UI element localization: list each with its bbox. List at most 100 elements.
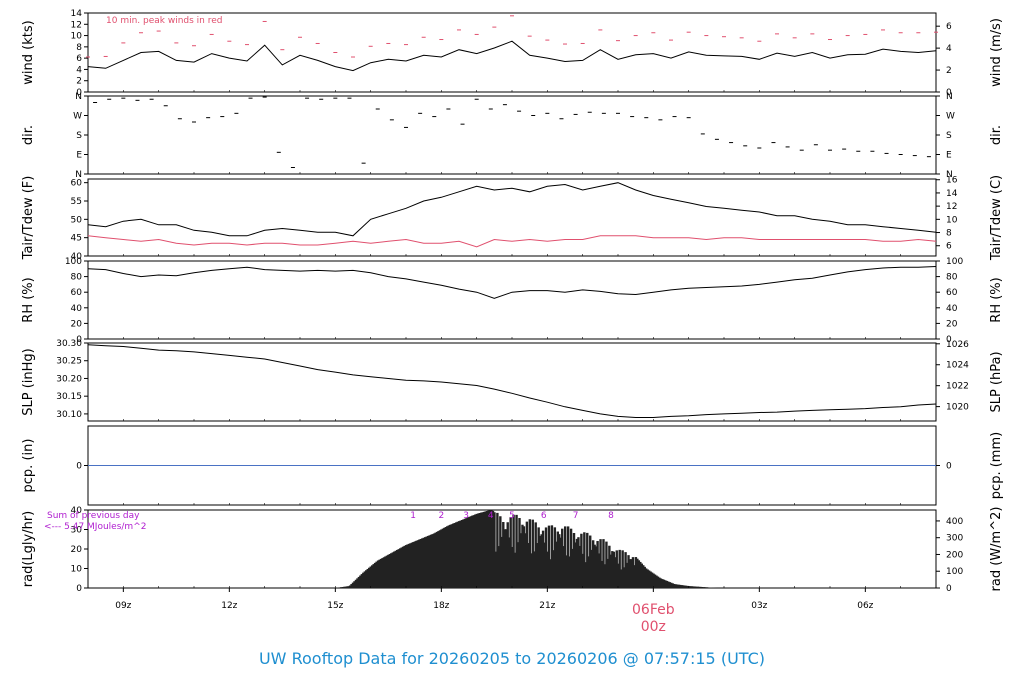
rad-ytick2-label: 300 xyxy=(946,534,963,544)
rh-series-line xyxy=(87,266,937,299)
dir-ytick2-label: N xyxy=(946,92,953,102)
rad-hour-marker: 8 xyxy=(608,511,614,521)
slp-ytick2-label: 1020 xyxy=(946,403,969,413)
wind-ytick-label: 0 xyxy=(76,88,82,98)
wind-series-line xyxy=(87,40,937,72)
slp-panel-frame xyxy=(87,342,937,422)
wind-ytick2-label: 0 xyxy=(946,88,952,98)
day-hour-label: 00z xyxy=(641,619,666,635)
rh-panel-frame xyxy=(87,260,937,340)
rh-ytick2-label: 100 xyxy=(946,257,963,267)
time-tick-label: 03z xyxy=(751,601,767,611)
temp-ytick2-label: 14 xyxy=(946,189,958,199)
rad-hour-marker: 2 xyxy=(438,511,444,521)
time-tick-label: 09z xyxy=(115,601,131,611)
rh-ytick2-label: 60 xyxy=(946,288,958,298)
rh-ytick2-label: 20 xyxy=(946,319,958,329)
wind-ytick2-label: 4 xyxy=(946,44,952,54)
pcp-ytick-label: 0 xyxy=(76,462,82,472)
temp-ytick-label: 55 xyxy=(71,197,82,207)
temp-ytick2-label: 12 xyxy=(946,202,957,212)
slp-ytick2-label: 1026 xyxy=(946,340,969,350)
wind-annotation: 10 min. peak winds in red xyxy=(106,16,223,26)
slp-ylabel-left: SLP (inHg) xyxy=(21,348,36,416)
rad-ytick-label: 0 xyxy=(76,584,82,594)
temp-ytick2-label: 16 xyxy=(946,176,958,186)
rad-ytick-label: 40 xyxy=(71,506,83,516)
dir-ytick-label: W xyxy=(73,112,82,122)
footer-title: UW Rooftop Data for 20260205 to 20260206… xyxy=(259,649,765,668)
temp-dew-series-line xyxy=(87,235,937,248)
rad-ylabel-right: rad (W/m^2) xyxy=(989,507,1004,592)
wind-ytick2-label: 6 xyxy=(946,22,952,32)
dir-ytick2-label: W xyxy=(946,112,955,122)
temp-ytick2-label: 8 xyxy=(946,229,952,239)
dir-ytick2-label: E xyxy=(946,151,952,161)
temp-ytick-label: 45 xyxy=(71,234,82,244)
wind-ytick2-label: 2 xyxy=(946,66,952,76)
time-tick-label: 21z xyxy=(539,601,555,611)
wind-ytick-label: 6 xyxy=(76,54,82,64)
rh-ylabel-right: RH (%) xyxy=(989,277,1004,322)
wind-ylabel-left: wind (kts) xyxy=(21,20,36,84)
rad-hour-marker: 4 xyxy=(488,511,494,521)
temp-ytick2-label: 6 xyxy=(946,242,952,252)
rad-ytick2-label: 200 xyxy=(946,550,963,560)
temp-ylabel-left: Tair/Tdew (F) xyxy=(21,176,36,261)
rad-ytick2-label: 0 xyxy=(946,584,952,594)
wind-ytick-label: 12 xyxy=(71,20,82,30)
rh-ytick2-label: 0 xyxy=(946,335,952,345)
slp-ytick-label: 30.25 xyxy=(56,357,82,367)
wind-ytick-label: 10 xyxy=(71,32,83,42)
rad-ytick-label: 20 xyxy=(71,545,83,555)
dir-ytick-label: N xyxy=(75,170,82,180)
temp-air-series-line xyxy=(87,182,937,237)
slp-ytick2-label: 1024 xyxy=(946,361,969,371)
slp-ytick2-label: 1022 xyxy=(946,382,969,392)
day-label: 06Feb xyxy=(632,602,675,618)
temp-panel-frame xyxy=(87,178,937,257)
rad-ylabel-left: rad(Lgly/hr) xyxy=(21,511,36,587)
time-tick-label: 12z xyxy=(221,601,237,611)
time-tick-label: 06z xyxy=(857,601,873,611)
rad-hour-marker: 5 xyxy=(509,511,515,521)
temp-ytick-label: 50 xyxy=(71,215,83,225)
wind-ytick-label: 2 xyxy=(76,77,82,87)
slp-series-line xyxy=(87,344,937,418)
rad-ytick-label: 10 xyxy=(71,565,83,575)
pcp-ylabel-right: pcp. (mm) xyxy=(989,432,1004,499)
dir-ytick2-label: S xyxy=(946,131,952,141)
rad-hour-marker: 3 xyxy=(463,511,469,521)
rh-ytick-label: 80 xyxy=(71,273,83,283)
slp-ytick-label: 30.15 xyxy=(56,392,82,402)
dir-ylabel-left: dir. xyxy=(21,125,36,145)
rad-hour-marker: 7 xyxy=(573,511,579,521)
rh-ytick-label: 40 xyxy=(71,304,83,314)
rad-note-line2: <--- 5.47 MJoules/m^2 xyxy=(44,522,146,532)
temp-ytick-label: 60 xyxy=(71,179,83,189)
wind-ytick-label: 14 xyxy=(71,9,83,19)
rh-ytick-label: 20 xyxy=(71,319,83,329)
pcp-ylabel-left: pcp. (in) xyxy=(21,439,36,493)
slp-ytick-label: 30.10 xyxy=(56,410,82,420)
dir-ytick-label: S xyxy=(76,131,82,141)
slp-ylabel-right: SLP (hPa) xyxy=(989,351,1004,412)
dir-ylabel-right: dir. xyxy=(989,125,1004,145)
rh-ylabel-left: RH (%) xyxy=(21,277,36,322)
rad-hour-marker: 1 xyxy=(410,511,416,521)
rh-ytick-label: 0 xyxy=(76,335,82,345)
pcp-ytick2-label: 0 xyxy=(946,462,952,472)
slp-ytick-label: 30.30 xyxy=(56,339,82,349)
rh-ytick-label: 100 xyxy=(65,257,82,267)
rad-ytick-label: 30 xyxy=(71,526,83,536)
dir-ytick2-label: N xyxy=(946,170,953,180)
slp-ytick-label: 30.20 xyxy=(56,374,82,384)
temp-ytick2-label: 10 xyxy=(946,215,958,225)
wind-ytick-label: 8 xyxy=(76,43,82,53)
rad-ytick2-label: 100 xyxy=(946,567,963,577)
rh-ytick2-label: 80 xyxy=(946,273,958,283)
wind-ytick-label: 4 xyxy=(76,65,82,75)
temp-ytick-label: 40 xyxy=(71,252,83,262)
rad-ytick2-label: 400 xyxy=(946,517,963,527)
